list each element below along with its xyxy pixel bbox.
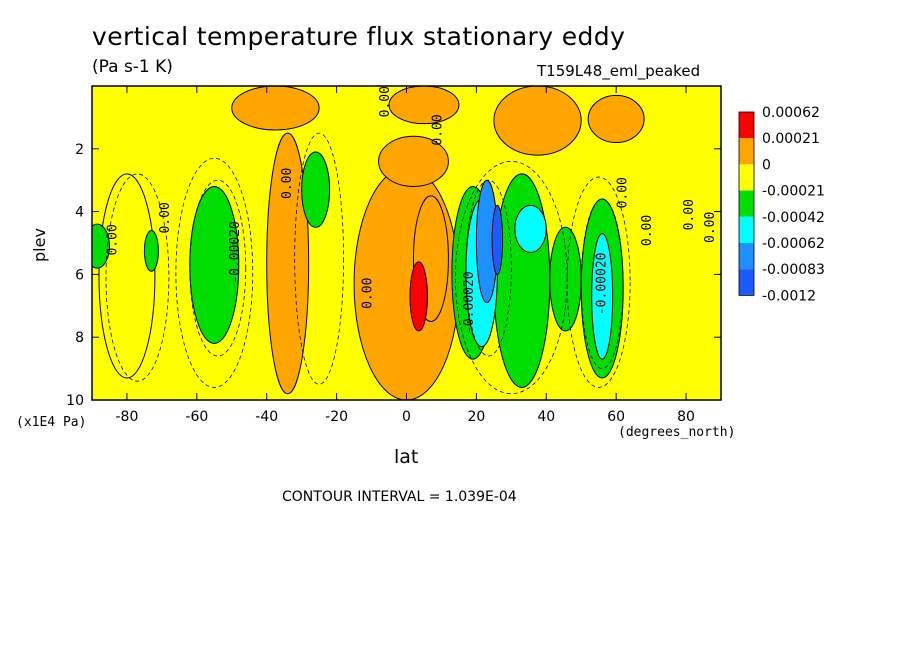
y-tick-label: 8 [75,330,84,346]
contour-region-21 [491,204,504,275]
colorbar-label: -0.00042 [762,210,825,226]
contour-region-3 [493,86,582,156]
dashed-contour-5 [465,179,512,357]
colorbar-swatch [739,164,754,191]
contour-region-0 [98,173,156,379]
contour-region-7 [378,135,449,187]
colorbar-frame [738,111,755,296]
dashed-contour-0 [105,173,170,382]
contour-label-7: 0.00 [616,177,631,208]
contour-region-15 [549,226,582,332]
colorbar-label: 0.00021 [762,131,820,147]
contour-label-1: 0.00 [158,202,173,233]
contour-region-19 [591,233,614,360]
y-tick-label: 2 [75,142,84,158]
colorbar-label: -0.00021 [762,184,825,200]
contour-label-10: 0.00 [640,215,655,246]
contour-region-11 [143,229,159,272]
colorbar-swatch [739,138,754,165]
contour-label-5: 0.00 [430,114,445,145]
y-tick-label: 4 [75,205,84,221]
contour-region-1 [231,86,320,131]
dashed-contour-4 [455,160,568,395]
dashed-contour-7 [580,198,624,370]
colorbar-swatch [739,216,754,243]
contour-label-group: 0.00 0.00 -0.00020 0.00 0.00 0.00 0.00 0.00 -0.0… [105,86,718,334]
y-tick-label: 6 [75,267,84,283]
colorbar-swatch [739,269,754,296]
colorbar-label: 0.00062 [762,105,820,121]
colorbar-label: -0.00083 [762,262,825,278]
y-tick-label: 10 [66,393,84,409]
colorbar-swatch [739,112,754,139]
colorbar-label: -0.0012 [762,288,816,304]
contour-region-4 [587,94,645,144]
x-tick-label: 20 [467,409,485,425]
contour-region-5 [266,132,310,395]
run-label: T159L48_eml_peaked [537,62,701,80]
dashed-contour-6 [566,176,631,388]
contour-label-9: -0.00020 [595,253,610,316]
contour-label-2: -0.00020 [228,221,243,284]
x-tick-label: -20 [325,409,348,425]
contour-region-18 [514,204,547,253]
contour-region-22 [409,261,428,332]
x-axis-label: lat [394,446,419,468]
contour-interval-note: CONTOUR INTERVAL = 1.039E-04 [282,489,517,505]
x-tick-label: 0 [402,409,411,425]
y-axis-scale-label: (x1E4 Pa) [16,415,87,430]
plot-area [92,86,721,400]
x-tick-label: 80 [677,409,695,425]
contour-label-12: 0.00 [703,212,718,243]
contour-label-8: -0.00020 [462,271,477,334]
dashed-contour-2 [189,179,247,357]
dashed-contour-1 [175,157,254,388]
contour-lines [105,132,631,395]
contour-region-10 [92,223,110,269]
colorbar-swatch [739,190,754,217]
contour-label-3: 0.00 [280,168,295,199]
contour-label-11: 0.00 [682,199,697,230]
x-tick-label: -80 [116,409,139,425]
contour-region-14 [493,173,551,388]
x-tick-label: 40 [537,409,555,425]
colorbar-label: 0 [762,157,771,173]
colorbar: 0.00062 0.00021 0 -0.00021 -0.00042 -0.00062 -… [738,105,825,304]
x-tick-label: -40 [255,409,278,425]
x-axis-units-label: (degrees_north) [618,425,736,440]
chart-units: (Pa s-1 K) [92,57,173,77]
x-tick-label: 60 [607,409,625,425]
axes: -80 -60 -40 -20 0 20 40 60 80 2 4 6 8 10 [66,86,721,425]
colorbar-swatch [739,243,754,270]
contour-region-12 [301,151,331,228]
contour-label-4: 0.00 [361,278,376,309]
contour-label-6: 0.00 [378,86,393,117]
x-tick-label: -60 [185,409,208,425]
contour-label-0: 0.00 [105,224,120,255]
contour-region-2 [388,86,460,125]
dashed-contour-3 [294,132,344,385]
chart-title: vertical temperature flux stationary edd… [92,22,626,51]
colorbar-label: -0.00062 [762,236,825,252]
